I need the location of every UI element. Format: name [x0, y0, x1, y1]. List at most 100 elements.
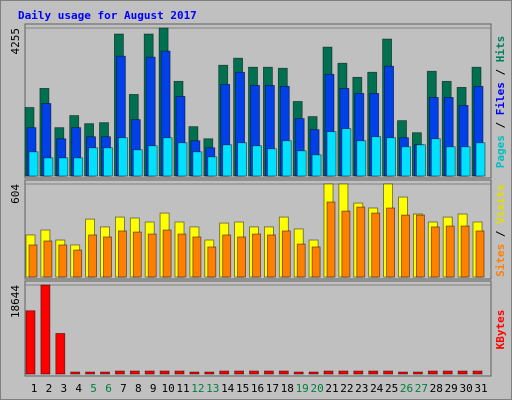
bar — [73, 157, 84, 177]
y-tick-label: 18644 — [9, 285, 22, 318]
bar — [159, 370, 170, 375]
bar — [475, 230, 485, 278]
bar — [85, 371, 95, 375]
bar — [475, 142, 486, 177]
bar — [415, 144, 426, 177]
x-tick-label: 28 — [430, 382, 443, 395]
x-tick-label: 18 — [281, 382, 294, 395]
legend: Sites / Visits — [494, 184, 507, 277]
bar — [249, 370, 259, 375]
bar — [207, 156, 218, 177]
bar — [371, 212, 381, 278]
bar — [386, 137, 397, 177]
bar — [147, 233, 157, 278]
bar — [192, 151, 203, 177]
bar — [386, 207, 396, 278]
bar — [311, 154, 322, 177]
legend-entry: Hits — [494, 36, 507, 63]
bar — [293, 371, 304, 375]
bar — [442, 370, 453, 375]
bar — [323, 370, 334, 375]
bar — [58, 157, 69, 177]
bar — [445, 225, 455, 278]
x-tick-label: 6 — [105, 382, 112, 395]
bar — [341, 128, 352, 177]
bar — [103, 147, 113, 177]
bar — [144, 370, 155, 375]
x-tick-label: 14 — [221, 382, 235, 395]
bar — [88, 147, 98, 177]
bar — [401, 214, 410, 278]
bar — [311, 246, 321, 278]
x-tick-label: 29 — [445, 382, 458, 395]
bar — [237, 236, 247, 278]
x-tick-label: 15 — [236, 382, 249, 395]
bar — [189, 371, 200, 375]
x-tick-label: 22 — [340, 382, 353, 395]
bar — [222, 234, 232, 278]
bar — [326, 201, 336, 278]
bar — [308, 371, 319, 375]
bar — [353, 370, 364, 375]
x-tick-label: 21 — [325, 382, 338, 395]
bar — [28, 151, 39, 177]
bar — [326, 131, 337, 177]
bar — [266, 148, 277, 177]
y-tick-label: 604 — [9, 184, 22, 204]
bar — [460, 225, 470, 278]
bar — [412, 371, 423, 375]
bar — [341, 210, 351, 278]
x-tick-label: 23 — [355, 382, 368, 395]
bar — [281, 230, 291, 278]
bar — [430, 226, 440, 278]
bar — [43, 240, 53, 278]
x-tick-label: 11 — [176, 382, 189, 395]
chart-title: Daily usage for August 2017 — [18, 9, 197, 22]
bar — [263, 370, 274, 375]
x-tick-label: 20 — [310, 382, 323, 395]
legend-separator: / — [494, 224, 507, 244]
bar — [147, 145, 158, 177]
legend: KBytes — [494, 310, 507, 350]
y-tick-label: 4255 — [9, 28, 22, 55]
x-tick-label: 30 — [459, 382, 472, 395]
bar — [356, 206, 366, 278]
bar — [88, 234, 97, 278]
bar — [207, 246, 217, 278]
bar — [219, 370, 230, 375]
legend-entry: Visits — [494, 184, 507, 224]
bar — [40, 284, 51, 375]
bar — [132, 231, 142, 278]
bar — [371, 136, 382, 177]
x-tick-label: 5 — [90, 382, 97, 395]
bar — [132, 149, 143, 177]
x-tick-label: 17 — [266, 382, 279, 395]
bar — [252, 145, 262, 177]
bar — [427, 370, 438, 375]
x-tick-label: 16 — [251, 382, 264, 395]
bar — [174, 370, 185, 375]
bar — [445, 146, 456, 177]
bar — [401, 146, 411, 177]
x-tick-label: 4 — [75, 382, 82, 395]
bar — [204, 371, 215, 375]
bar — [237, 142, 248, 177]
x-tick-label: 3 — [60, 382, 67, 395]
legend-entry: Files — [494, 82, 507, 115]
panel — [24, 280, 492, 377]
bar — [103, 236, 112, 278]
bar — [55, 333, 66, 375]
bar — [472, 370, 483, 375]
bar — [415, 214, 425, 278]
bar — [338, 370, 349, 375]
bar — [296, 243, 306, 278]
bar — [457, 370, 468, 375]
bar — [383, 370, 394, 375]
legend-entry: KBytes — [494, 310, 507, 350]
legend-separator: / — [494, 115, 507, 135]
bar — [177, 233, 187, 278]
x-tick-label: 2 — [46, 382, 53, 395]
x-tick-label: 27 — [415, 382, 428, 395]
bar — [368, 370, 379, 375]
